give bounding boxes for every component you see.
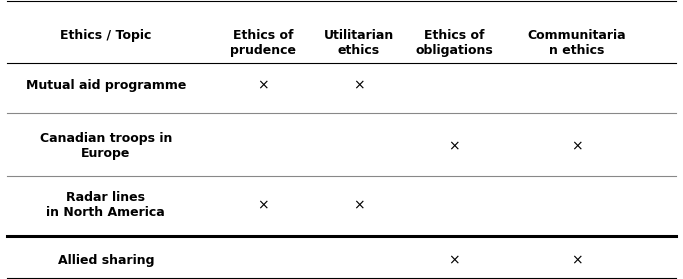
Text: Ethics of
obligations: Ethics of obligations	[415, 29, 493, 57]
Text: ×: ×	[352, 198, 365, 212]
Text: Radar lines
in North America: Radar lines in North America	[46, 191, 165, 219]
Text: Allied sharing: Allied sharing	[57, 254, 154, 267]
Text: Communitaria
n ethics: Communitaria n ethics	[528, 29, 626, 57]
Text: ×: ×	[571, 254, 583, 268]
Text: Ethics of
prudence: Ethics of prudence	[230, 29, 296, 57]
Text: ×: ×	[352, 78, 365, 92]
Text: Ethics / Topic: Ethics / Topic	[60, 29, 152, 42]
Text: ×: ×	[257, 78, 269, 92]
Text: ×: ×	[448, 254, 460, 268]
Text: Canadian troops in
Europe: Canadian troops in Europe	[40, 133, 172, 160]
Text: Utilitarian
ethics: Utilitarian ethics	[324, 29, 393, 57]
Text: ×: ×	[571, 140, 583, 153]
Text: Mutual aid programme: Mutual aid programme	[26, 79, 186, 92]
Text: ×: ×	[257, 198, 269, 212]
Text: ×: ×	[448, 140, 460, 153]
